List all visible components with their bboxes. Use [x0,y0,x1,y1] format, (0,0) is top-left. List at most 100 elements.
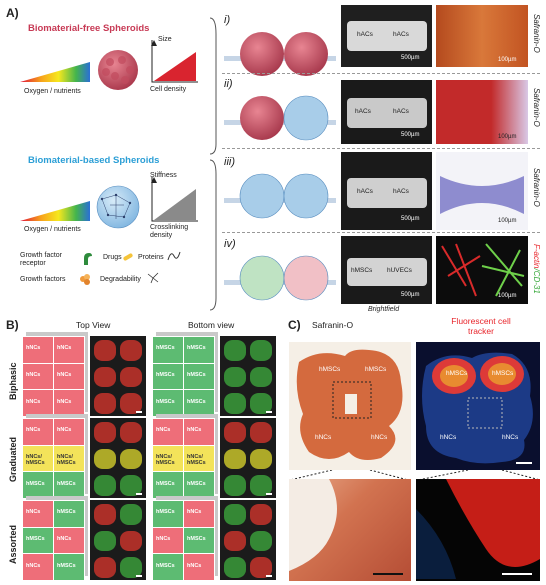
cube-cell: hMSCs [152,471,184,499]
legend-proteins: Proteins [138,254,164,261]
biomaterial-free-schematic [20,40,198,90]
cube-cell-label: hMSCs [156,398,175,405]
top-view-micrograph [90,418,146,498]
spheroid-blob [224,393,246,414]
growth-factor-icon [80,274,90,285]
legend-drugs: Drugs [103,254,122,261]
cube-cell-label: hMSCs [57,480,76,487]
cube-cell-label: hMSCs [26,480,45,487]
cube-cell-label: hMSCs [57,562,76,569]
row-label-ii: ii) [224,78,233,90]
spheroid-blob [224,448,246,470]
spheroid-blob [94,448,116,470]
brightfield-image-iv: hMSCs hUVECs 500µm [341,236,432,304]
panel-c-letter: C) [288,318,301,332]
cube-cell-label: hMSCs [156,345,175,352]
fluor-zoom-scalebar [502,573,532,575]
panel-b-row-label: Assorted [8,524,18,564]
micrograph-scalebar [266,493,272,495]
scalebar-stain-i: 100µm [498,57,517,63]
oxygen-label-2: Oxygen / nutrients [24,226,81,233]
spheroid-blob [250,504,272,525]
cube-cell-label: hNCs/ hMSCs [187,453,206,466]
cube-cell-label: hNCs [187,427,202,434]
cube-cell-label: hMSCs [187,345,206,352]
top-view-cube-schematic: hNCs hNCs hNCs/ hMSCs hNCs/ hMSCs hMSCs hMSCs [22,414,88,499]
scalebar-bf-ii: 500µm [401,132,420,138]
cube-cell-label: hMSCs [187,480,206,487]
cube-cell-label: hNCs [156,535,171,542]
spheroid-blob [120,448,142,470]
cube-cell-label: hNCs [26,509,41,516]
crosslink-label: Crosslinking density [150,224,189,239]
bottom-view-micrograph [220,418,276,498]
cube-cell: hMSCs [183,471,215,499]
schematic-row-ii [224,95,336,141]
schematic-row-iii [224,173,336,219]
cube-cell-label: hMSCs [26,535,45,542]
cube-cell: hNCs [53,336,85,364]
fluor-label-tl: hMSCs [446,370,468,377]
spheroid-blob [224,366,246,388]
cube-cell: hMSCs [152,336,184,364]
cube-cell-label: hNCs [26,398,41,405]
saf-label-bl: hNCs [315,434,332,441]
cube-cell-label: hNCs [57,398,72,405]
oxygen-gradient-wedge [20,62,90,82]
drugs-icon [123,253,133,261]
brightfield-image-iii: hACs hACs 500µm [341,152,432,230]
top-view-cube-schematic: hNCs hMSCs hMSCs hNCs hNCs hMSCs [22,496,88,581]
bottom-view-cube-schematic: hMSCs hNCs hNCs hMSCs hMSCs hNCs [152,496,218,581]
spheroid-blob [250,448,272,470]
oxygen-label-1: Oxygen / nutrients [24,88,81,95]
stain-label-iv-factin: F-actin [532,244,541,269]
cube-cell: hNCs [152,418,184,446]
cube-cell: hNCs [53,418,85,446]
degradability-icon [147,272,159,284]
cube-cell-label: hMSCs [156,371,175,378]
spheroid-blob [94,422,116,443]
cube-cell-label: hMSCs [187,371,206,378]
bf-label-left-iv: hMSCs [351,267,373,274]
cube-cell-label: hNCs [26,345,41,352]
cube-cell: hMSCs [183,362,215,391]
cube-cell-label: hNCs [26,371,41,378]
safranin-zoom-scalebar [373,573,403,575]
cube-cell: hMSCs [183,336,215,364]
spheroid-blob [224,422,246,443]
cube-cell-label: hNCs [26,427,41,434]
stain-image-iv: 100µm [436,236,528,304]
spheroid-blob [120,393,142,414]
stain-image-i: 100µm [436,5,528,67]
cube-cell-label: hMSCs [57,509,76,516]
protein-icon [167,251,181,261]
scalebar-stain-iv: 100µm [498,293,517,299]
fluor-label-tr: hMSCs [492,370,514,377]
cube-cell: hMSCs [183,389,215,417]
spheroid-blob [224,557,246,578]
saf-label-tl: hMSCs [319,366,341,373]
cube-cell: hNCs/ hMSCs [22,444,54,473]
micrograph-scalebar [136,411,142,413]
spheroid-blob [94,340,116,361]
bf-label-left-i: hACs [357,31,373,38]
bottom-view-cube-schematic: hNCs hNCs hNCs/ hMSCs hNCs/ hMSCs hMSCs hMSCs [152,414,218,499]
safranin-title: Safranin-O [312,320,354,330]
legend-degradability: Degradability [100,276,141,283]
fluorescent-zoom-image [416,479,540,581]
micrograph-scalebar [136,575,142,577]
cube-cell-label: hNCs [187,562,202,569]
cube-cell-label: hNCs [57,345,72,352]
micrograph-scalebar [266,575,272,577]
cube-cell-label: hNCs [57,371,72,378]
safranin-overview-image: hMSCs hMSCs hNCs hNCs [289,342,411,470]
cell-density-wedge [154,52,196,81]
spheroid-blob [250,340,272,361]
row-label-iv: iv) [224,238,236,250]
bf-label-right-iii: hACs [393,188,409,195]
cube-cell-label: hMSCs [156,562,175,569]
bottom-view-micrograph [220,500,276,580]
cube-cell: hMSCs [183,526,215,555]
cell-density-label: Cell density [150,86,187,93]
schematic-row-iv [224,255,336,301]
